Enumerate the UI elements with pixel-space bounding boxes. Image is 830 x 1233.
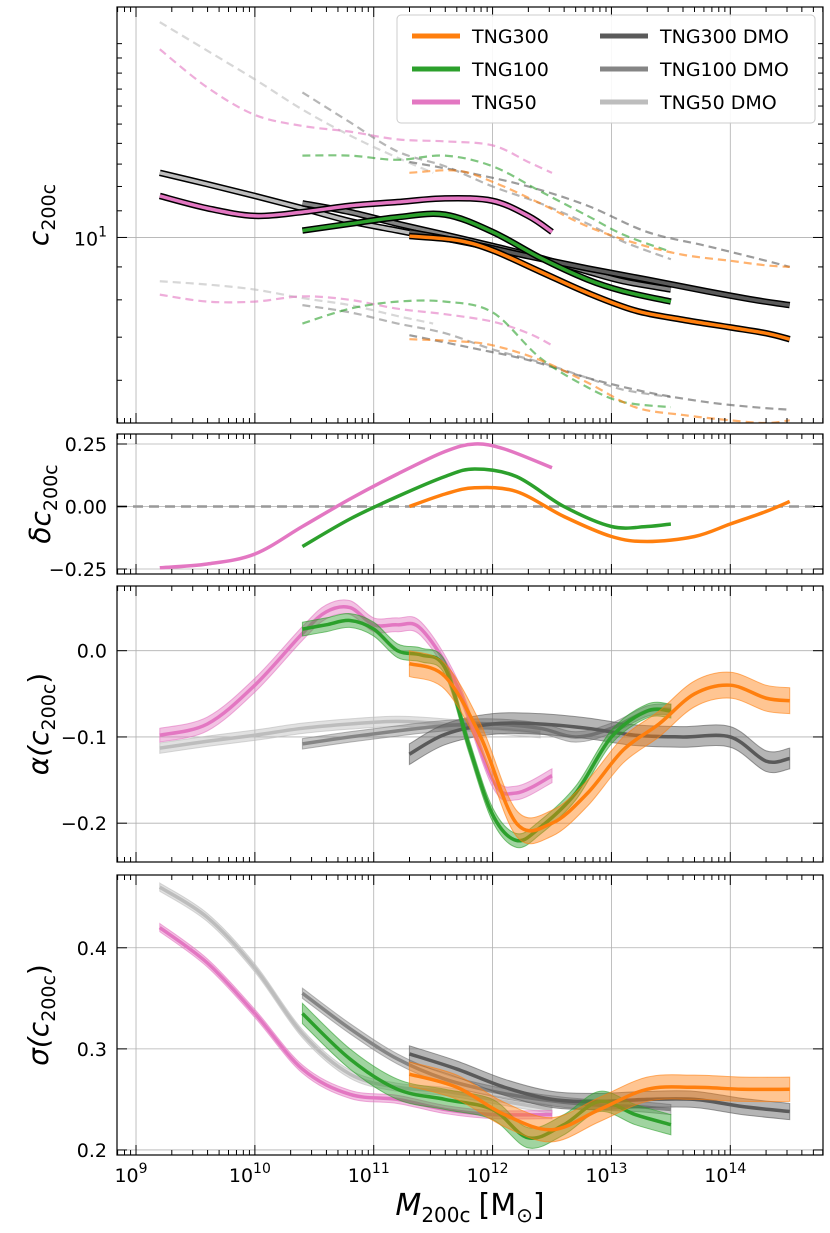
legend-item-tng50dmo: TNG50 DMO xyxy=(600,92,777,114)
tng300dmo-p84-line xyxy=(409,160,790,268)
legend-label: TNG300 xyxy=(471,26,549,48)
x-tick-label: 1010 xyxy=(229,1161,271,1187)
legend-item-tng100: TNG100 xyxy=(412,59,549,81)
tng100-p84-line xyxy=(302,154,672,253)
tng300-median-line xyxy=(408,661,790,833)
x-tick-label: 1014 xyxy=(704,1161,746,1187)
tng300dmo-band xyxy=(408,712,791,774)
y-axis-label: c200c xyxy=(22,184,60,246)
tng50dmo-median-line xyxy=(159,171,434,240)
legend-item-tng50: TNG50 xyxy=(412,92,537,114)
tng100dmo-p84-line xyxy=(301,91,672,261)
legend: TNG300 TNG100 TNG50 TNG300 DMO TNG100 DMO TNG… xyxy=(396,14,816,124)
tng300-median-line xyxy=(408,485,791,544)
x-tick-label: 1012 xyxy=(467,1161,509,1187)
tng50-median-line xyxy=(158,926,553,1117)
tng100-p16-line xyxy=(302,299,671,409)
series-group xyxy=(158,882,791,1149)
legend-label: TNG300 DMO xyxy=(659,26,789,48)
tng300-p16-line xyxy=(409,338,790,423)
legend-label: TNG100 DMO xyxy=(659,59,789,81)
y-tick-label: 101 xyxy=(74,224,107,250)
tng300dmo-median-line xyxy=(408,721,791,765)
x-axis-label: M200c [M⊙] xyxy=(395,1188,544,1227)
tng100-median-line xyxy=(302,212,672,304)
tng50dmo-p84-line xyxy=(159,21,434,174)
y-axis-label: α(c200c) xyxy=(22,673,60,775)
y-tick-label: 0.00 xyxy=(65,497,107,519)
series-group xyxy=(159,442,791,570)
panel-alpha: −0.2 −0.1 0.0 α(c200c) xyxy=(22,585,824,863)
axes-frame xyxy=(116,874,824,1156)
y-tick-label: 0.2 xyxy=(77,1140,107,1162)
y-tick-label: 0.3 xyxy=(77,1039,107,1061)
tng300dmo-p16-line xyxy=(409,334,790,411)
tng300dmo-band xyxy=(408,1045,791,1121)
legend-item-tng300: TNG300 xyxy=(412,26,549,48)
tng50-band xyxy=(159,922,553,1120)
axes-frame xyxy=(116,433,824,575)
panel-c200c: 101 c200c xyxy=(22,6,824,424)
tng100dmo-p16-line xyxy=(302,304,672,399)
legend-label: TNG100 xyxy=(471,59,549,81)
tng50-p84-line xyxy=(159,48,553,174)
legend-label: TNG50 DMO xyxy=(659,92,777,114)
panel-sigma: 0.2 0.3 0.4 σ(c200c) xyxy=(22,874,824,1162)
y-axis-label: σ(c200c) xyxy=(22,964,60,1066)
tng100-median-line xyxy=(301,467,672,549)
legend-item-tng300dmo: TNG300 DMO xyxy=(600,26,789,48)
tng50-median-line xyxy=(159,194,554,234)
tng300-median-outline xyxy=(409,232,791,343)
y-tick-label: −0.1 xyxy=(61,727,107,749)
series-group xyxy=(159,599,791,849)
x-tick-label: 1011 xyxy=(348,1161,390,1187)
tng50-p16-line xyxy=(159,293,553,347)
tng300-median-line xyxy=(409,234,791,341)
y-tick-label: −0.25 xyxy=(49,559,107,581)
tng100-median-line xyxy=(302,618,672,843)
y-tick-label: −0.2 xyxy=(61,813,107,835)
y-tick-label: 0.25 xyxy=(65,434,107,456)
x-tick-label: 109 xyxy=(114,1161,147,1187)
tng50-median-line xyxy=(159,442,553,570)
y-axis-label: δc200c xyxy=(24,464,62,543)
tng100-median-line xyxy=(301,1012,672,1140)
tng300-p84-line xyxy=(409,169,790,269)
tng300-band xyxy=(408,1061,791,1143)
axes-frame xyxy=(116,6,824,424)
legend-item-tng100dmo: TNG100 DMO xyxy=(600,59,789,81)
x-tick-label: 1013 xyxy=(585,1161,627,1187)
axes-frame xyxy=(116,585,824,863)
legend-label: TNG50 xyxy=(471,92,537,114)
y-tick-label: 0.0 xyxy=(77,641,107,663)
tng50dmo-p16-line xyxy=(159,280,434,325)
tng300-median-line xyxy=(408,1072,790,1132)
series-group xyxy=(158,21,791,423)
y-tick-label: 0.4 xyxy=(77,938,107,960)
